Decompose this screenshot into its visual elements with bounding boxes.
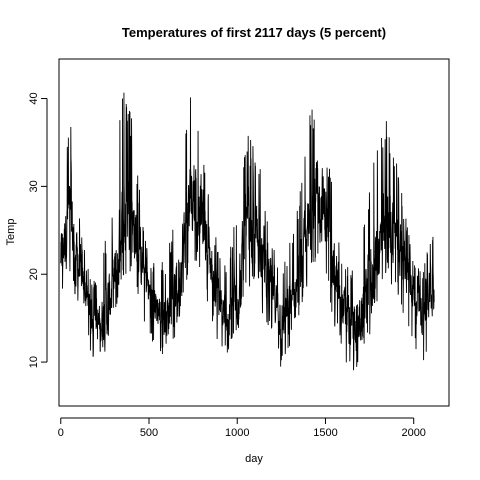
y-axis: 10 20 30 40	[28, 92, 48, 368]
x-axis: 0 500 1000 1500 2000	[58, 417, 426, 439]
plot-frame	[58, 58, 450, 407]
chart-title: Temperatures of first 2117 days (5 perce…	[122, 25, 386, 40]
temp-series-line	[60, 92, 435, 371]
x-axis-label: day	[245, 453, 263, 465]
x-tick-label: 1500	[313, 427, 337, 439]
x-tick-label: 0	[58, 427, 64, 439]
y-axis-label: Temp	[5, 219, 17, 246]
y-tick-label: 40	[28, 92, 40, 104]
y-tick-label: 10	[28, 356, 40, 368]
x-tick-label: 1000	[225, 427, 249, 439]
x-tick-label: 500	[140, 427, 158, 439]
data-layer	[60, 92, 435, 371]
x-tick-label: 2000	[401, 427, 425, 439]
y-tick-label: 30	[28, 180, 40, 192]
y-tick-label: 20	[28, 268, 40, 280]
